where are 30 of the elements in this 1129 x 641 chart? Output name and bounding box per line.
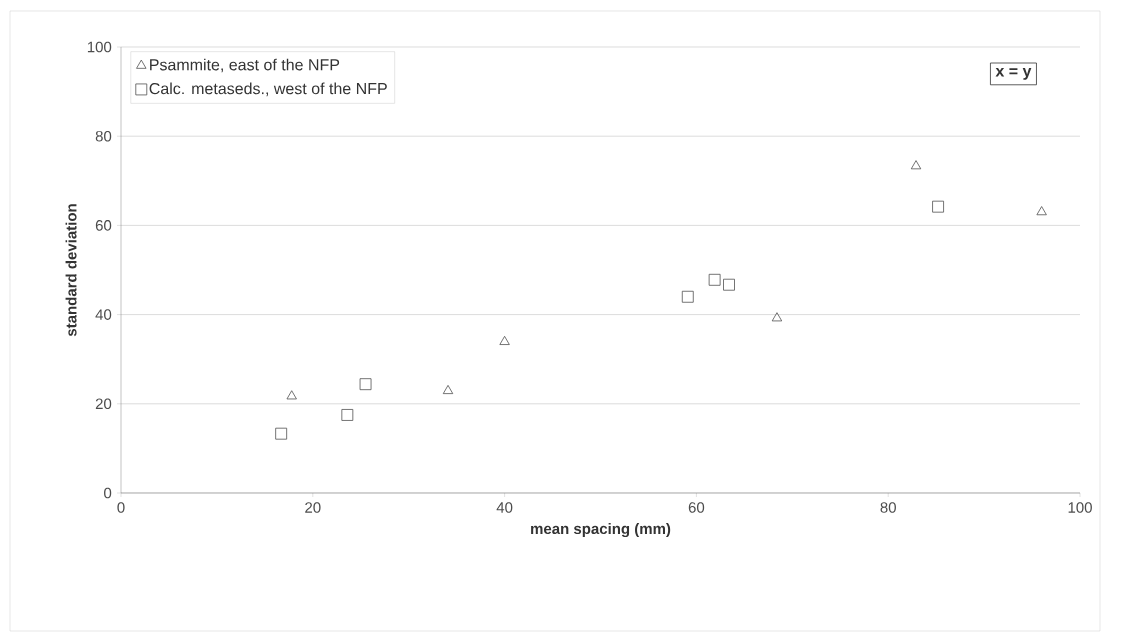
point <box>708 273 721 286</box>
y-tick-label: 60 <box>95 220 112 231</box>
x-tick-label: 100 <box>1068 502 1092 513</box>
point <box>723 278 735 291</box>
x-tick-label: 60 <box>688 502 705 513</box>
y-tick-label: 0 <box>104 487 112 499</box>
y-axis-title: standard deviation <box>65 204 77 337</box>
point <box>932 200 944 213</box>
annotation: x = y <box>995 68 1032 80</box>
point <box>910 160 922 170</box>
x-tick-label: 20 <box>305 502 321 513</box>
legend-label: Calc. metaseds., west of the NFP <box>149 82 387 97</box>
x-tick-label: 40 <box>496 502 513 513</box>
y-tick-label: 80 <box>95 130 112 142</box>
point <box>442 384 454 395</box>
legend-label: Psammite, east of the NFP <box>150 58 340 73</box>
x-tick-label: 80 <box>880 502 896 513</box>
point <box>341 409 354 421</box>
point <box>1036 206 1047 216</box>
point <box>681 290 694 303</box>
point <box>275 427 288 440</box>
y-tick-label: 100 <box>87 41 112 53</box>
y-tick-label: 20 <box>95 398 112 410</box>
point <box>499 335 510 345</box>
point <box>771 312 783 322</box>
x-tick-label: 0 <box>117 502 125 513</box>
x-axis-title: mean spacing (mm) <box>531 523 671 538</box>
point <box>359 378 372 391</box>
point <box>286 390 297 400</box>
y-tick-label: 40 <box>95 309 112 320</box>
